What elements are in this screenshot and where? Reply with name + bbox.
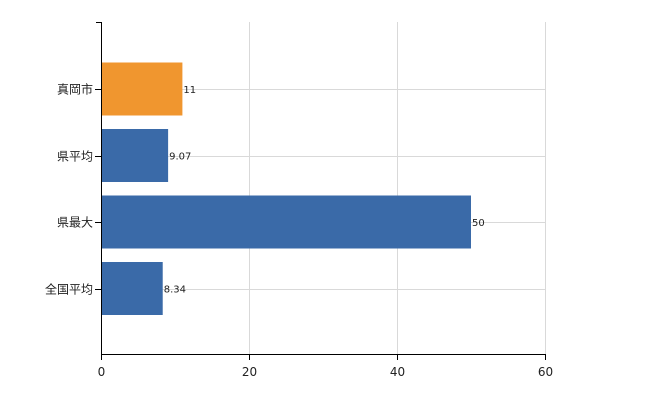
bar-3: [101, 262, 163, 315]
x-tick-label-20: 20: [242, 365, 257, 379]
bar-value-label-1: 9.07: [169, 152, 191, 163]
bar-value-label-3: 8.34: [164, 285, 186, 296]
bar-2: [101, 195, 471, 249]
axis-layer: [95, 22, 546, 360]
x-tick-label-60: 60: [538, 365, 553, 379]
bar-0: [101, 62, 183, 116]
y-tick-label-2: 県最大: [57, 216, 93, 230]
x-tick-label-40: 40: [390, 365, 405, 379]
y-tick-label-0: 真岡市: [57, 82, 93, 97]
y-tick-label-3: 全国平均: [45, 282, 93, 297]
bars-layer: [101, 62, 471, 315]
bar-value-label-0: 11: [183, 85, 196, 96]
bar-1: [101, 129, 169, 182]
bar-value-label-2: 50: [472, 218, 485, 229]
y-tick-label-1: 県平均: [57, 150, 93, 164]
x-tick-label-0: 0: [98, 365, 106, 379]
